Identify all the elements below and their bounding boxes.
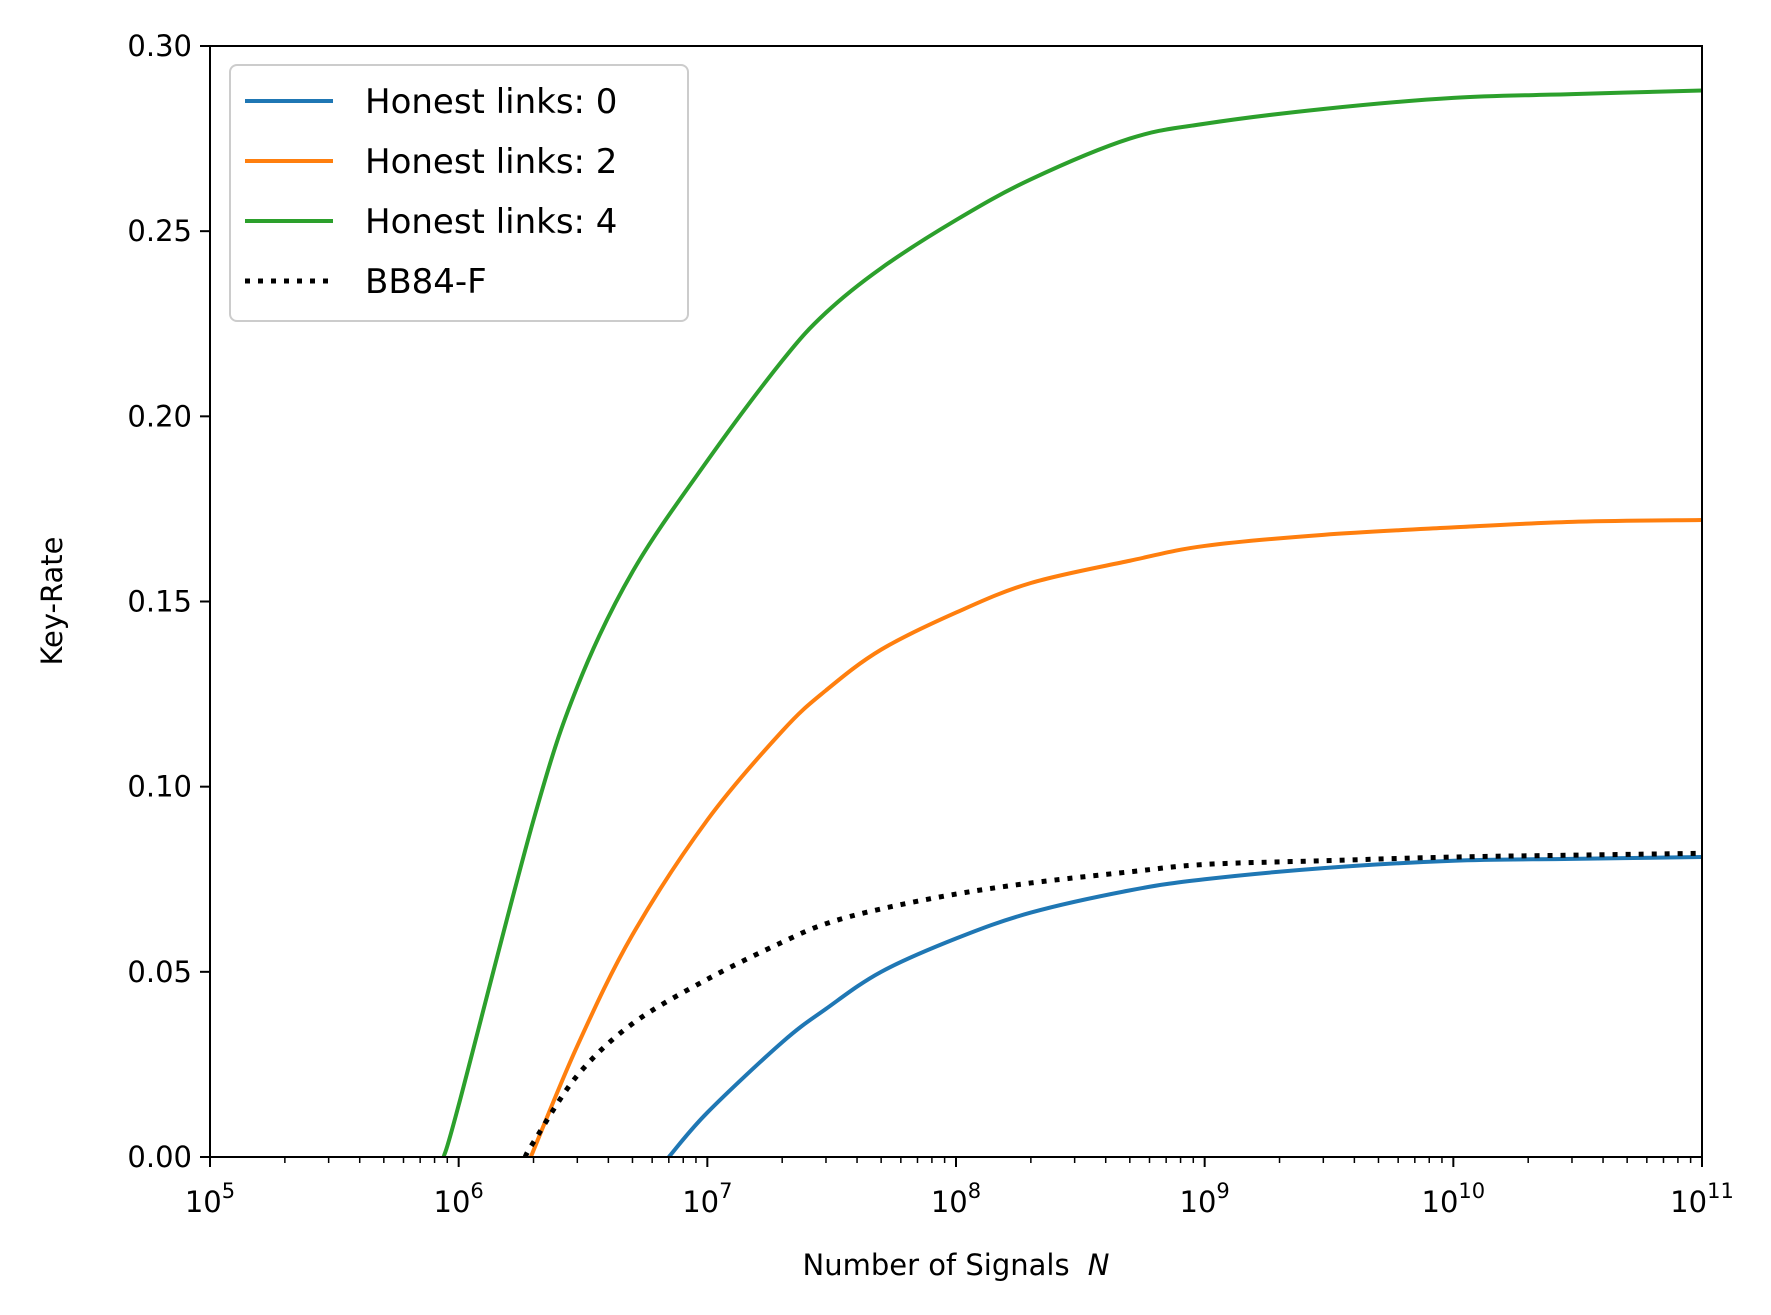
x-tick-label-exponent: 5	[222, 1179, 235, 1203]
legend-box	[229, 64, 689, 322]
series-layer	[441, 88, 1702, 1157]
y-axis-label: Key-Rate	[35, 536, 69, 665]
x-tick-label: 106	[434, 1179, 484, 1219]
x-tick-label: 109	[1180, 1179, 1230, 1219]
x-tick-label-base: 10	[185, 1185, 222, 1219]
y-tick-label: 0.05	[127, 955, 192, 989]
y-tick-label: 0.25	[127, 214, 192, 248]
x-tick-label-base: 10	[1670, 1185, 1707, 1219]
y-tick-label: 0.30	[127, 29, 192, 63]
x-tick-label-base: 10	[1422, 1185, 1459, 1219]
x-tick-label-exponent: 10	[1458, 1179, 1485, 1203]
x-tick-label-exponent: 9	[1216, 1179, 1229, 1203]
legend-label-0: Honest links: 0	[365, 82, 617, 122]
x-tick-label: 108	[931, 1179, 981, 1219]
x-tick-label-exponent: 11	[1707, 1179, 1734, 1203]
x-tick-label-base: 10	[682, 1185, 719, 1219]
x-axis-label-variable: N	[1088, 1248, 1110, 1282]
legend-items: Honest links: 0 Honest links: 2 Honest lin…	[245, 82, 617, 302]
x-tick-label: 1011	[1670, 1179, 1734, 1219]
x-tick-label: 105	[185, 1179, 235, 1219]
y-tick-label: 0.20	[127, 399, 192, 433]
x-tick-label-exponent: 8	[968, 1179, 981, 1203]
x-tick-label: 107	[682, 1179, 732, 1219]
series-line-1	[528, 518, 1702, 1157]
series-line-0	[667, 855, 1702, 1157]
x-tick-label: 1010	[1422, 1179, 1486, 1219]
series-line-3	[522, 850, 1702, 1157]
legend-label-1: Honest links: 2	[365, 142, 617, 182]
x-tick-label-base: 10	[1180, 1185, 1217, 1219]
x-axis-label: Number of Signals N	[803, 1248, 1110, 1282]
x-tick-label-base: 10	[931, 1185, 968, 1219]
x-tick-label-exponent: 6	[470, 1179, 483, 1203]
series-line-2	[441, 88, 1702, 1157]
x-tick-label-base: 10	[434, 1185, 471, 1219]
ticks-layer: 105 106 107 108 109 1010 10110.000.050.100.150…	[127, 29, 1733, 1219]
legend-label-2: Honest links: 4	[365, 202, 617, 242]
y-tick-label: 0.15	[127, 585, 192, 619]
plot-frame	[209, 45, 1703, 1158]
legend-label-3: BB84-F	[365, 262, 487, 302]
y-tick-label: 0.10	[127, 770, 192, 804]
x-tick-label-exponent: 7	[719, 1179, 732, 1203]
y-tick-label: 0.00	[127, 1140, 192, 1174]
legend: Honest links: 0 Honest links: 2 Honest lin…	[229, 64, 689, 322]
x-axis-label-text: Number of Signals	[803, 1248, 1070, 1282]
